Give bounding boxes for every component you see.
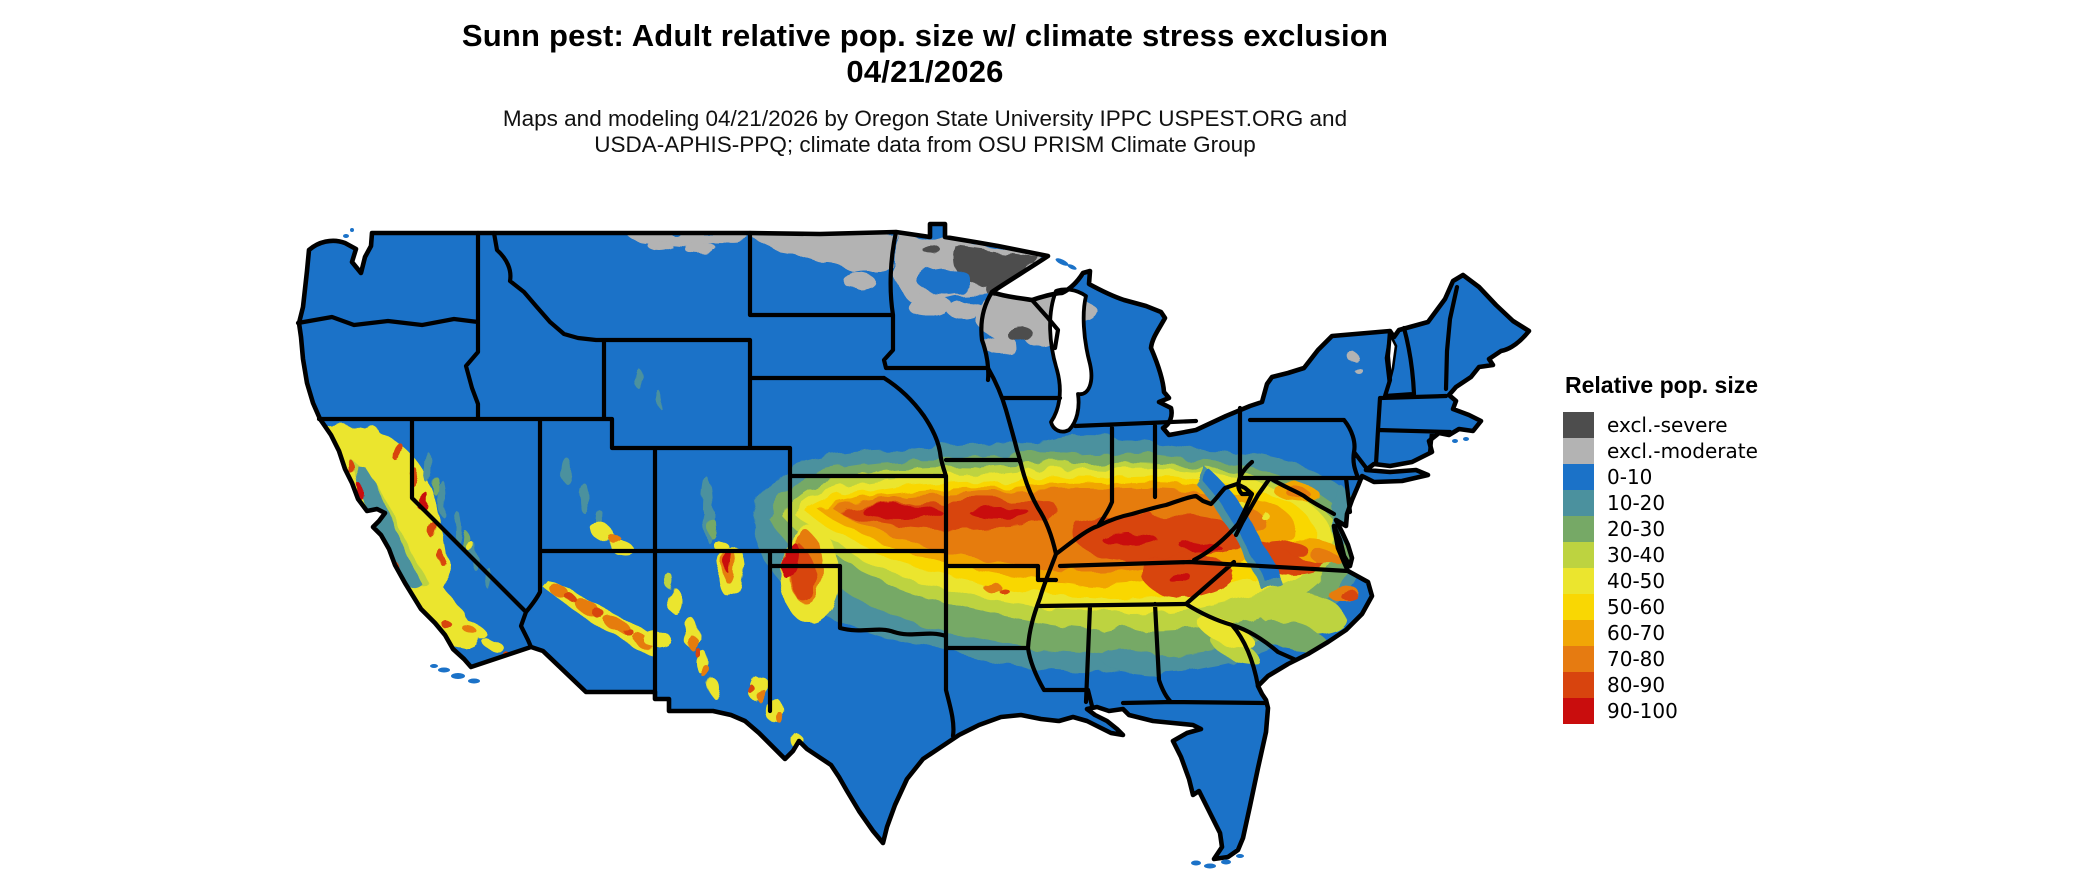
legend-item: 20-30 (1563, 516, 1758, 542)
legend-item: 40-50 (1563, 568, 1758, 594)
legend-item-label: excl.-moderate (1607, 439, 1758, 463)
legend-item-label: 60-70 (1607, 621, 1666, 645)
legend-item-label: 30-40 (1607, 543, 1666, 567)
legend-swatch (1563, 438, 1594, 464)
map-data-layer (299, 224, 1529, 859)
legend-item-label: 20-30 (1607, 517, 1666, 541)
legend-title: Relative pop. size (1565, 372, 1759, 398)
legend-item-label: 0-10 (1607, 465, 1653, 489)
legend-item-label: 70-80 (1607, 647, 1666, 671)
legend-swatch (1563, 672, 1594, 698)
legend-item: excl.-severe (1563, 412, 1758, 438)
legend-item: excl.-moderate (1563, 438, 1758, 464)
offshore-islands (343, 228, 1469, 869)
legend-item-label: 90-100 (1607, 699, 1678, 723)
legend-item: 60-70 (1563, 620, 1758, 646)
map-title-line1: Sunn pest: Adult relative pop. size w/ c… (461, 18, 1389, 53)
map-attribution-line1: Maps and modeling 04/21/2026 by Oregon S… (502, 106, 1348, 131)
legend-swatch (1563, 594, 1594, 620)
map-attribution-line2: USDA-APHIS-PPQ; climate data from OSU PR… (594, 132, 1256, 157)
legend-swatch (1563, 412, 1594, 438)
legend-item-label: 10-20 (1607, 491, 1666, 515)
legend-item-label: 80-90 (1607, 673, 1666, 697)
legend-items: excl.-severe excl.-moderate 0-10 10-20 20-30… (1563, 412, 1758, 724)
legend-item: 10-20 (1563, 490, 1758, 516)
state-borders (295, 229, 1460, 739)
legend-item: 50-60 (1563, 594, 1758, 620)
legend-swatch (1563, 516, 1594, 542)
legend: Relative pop. size excl.-severe excl.-mod… (1563, 372, 1758, 724)
legend-item: 80-90 (1563, 672, 1758, 698)
legend-swatch (1563, 568, 1594, 594)
legend-swatch (1563, 542, 1594, 568)
legend-item-label: 40-50 (1607, 569, 1666, 593)
legend-item: 30-40 (1563, 542, 1758, 568)
legend-item: 0-10 (1563, 464, 1758, 490)
legend-swatch (1563, 620, 1594, 646)
legend-swatch (1563, 490, 1594, 516)
map-title-date: 04/21/2026 (846, 54, 1004, 89)
gulf-south-transition (1090, 615, 1259, 670)
legend-item-label: 50-60 (1607, 595, 1666, 619)
southwest-mountain-spots (424, 370, 803, 750)
subtitle-block: Maps and modeling 04/21/2026 by Oregon S… (0, 106, 1850, 158)
legend-swatch (1563, 464, 1594, 490)
legend-item: 90-100 (1563, 698, 1758, 724)
legend-item-label: excl.-severe (1607, 413, 1728, 437)
legend-item: 70-80 (1563, 646, 1758, 672)
minnesota-blue-pocket (918, 268, 972, 294)
title-block: Sunn pest: Adult relative pop. size w/ c… (0, 18, 1850, 158)
legend-swatch (1563, 646, 1594, 672)
legend-swatch (1563, 698, 1594, 724)
